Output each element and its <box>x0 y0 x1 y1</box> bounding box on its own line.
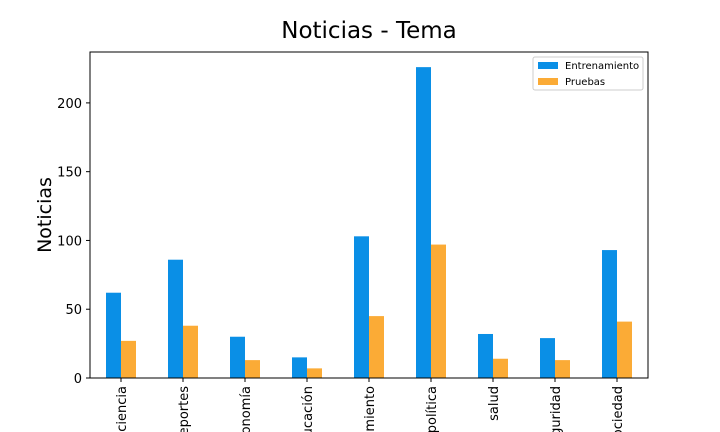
bar <box>245 360 260 378</box>
bar <box>540 338 555 378</box>
y-tick-label: 150 <box>57 166 82 181</box>
bar <box>493 358 508 378</box>
y-tick-label: 100 <box>57 234 82 249</box>
x-tick-label: ciencia <box>115 386 130 432</box>
x-tick-label: sociedad <box>611 386 626 432</box>
bar <box>292 357 307 378</box>
bar <box>307 368 322 378</box>
bar <box>106 292 121 378</box>
legend-label: Entrenamiento <box>565 61 639 72</box>
bar <box>431 244 446 378</box>
legend-swatch <box>538 78 558 85</box>
bar <box>555 360 570 378</box>
x-tick-label: política <box>425 386 440 432</box>
bar <box>369 316 384 378</box>
bar <box>168 259 183 378</box>
bar <box>478 333 493 378</box>
legend-swatch <box>538 62 558 69</box>
y-tick-label: 50 <box>65 303 82 318</box>
bar <box>121 340 136 378</box>
x-tick-label: seguridad <box>549 386 564 432</box>
x-tick-label: salud <box>487 386 502 421</box>
x-tick-label: deportes <box>177 386 192 432</box>
chart-title: Noticias - Tema <box>281 18 457 44</box>
bar <box>230 336 245 378</box>
legend-label: Pruebas <box>565 77 605 88</box>
x-tick-label: economía <box>239 386 254 432</box>
bar <box>602 250 617 378</box>
x-tick-label: educación <box>301 386 316 432</box>
legend-box <box>532 56 644 91</box>
y-axis-label: Noticias <box>34 177 56 253</box>
bar <box>183 325 198 378</box>
bar <box>354 236 369 378</box>
bar <box>617 321 632 378</box>
x-tick-label: entretenimiento <box>363 386 378 432</box>
y-tick-label: 200 <box>57 97 82 112</box>
y-tick-label: 0 <box>74 372 82 387</box>
bar <box>416 67 431 378</box>
plot-frame <box>89 51 649 379</box>
